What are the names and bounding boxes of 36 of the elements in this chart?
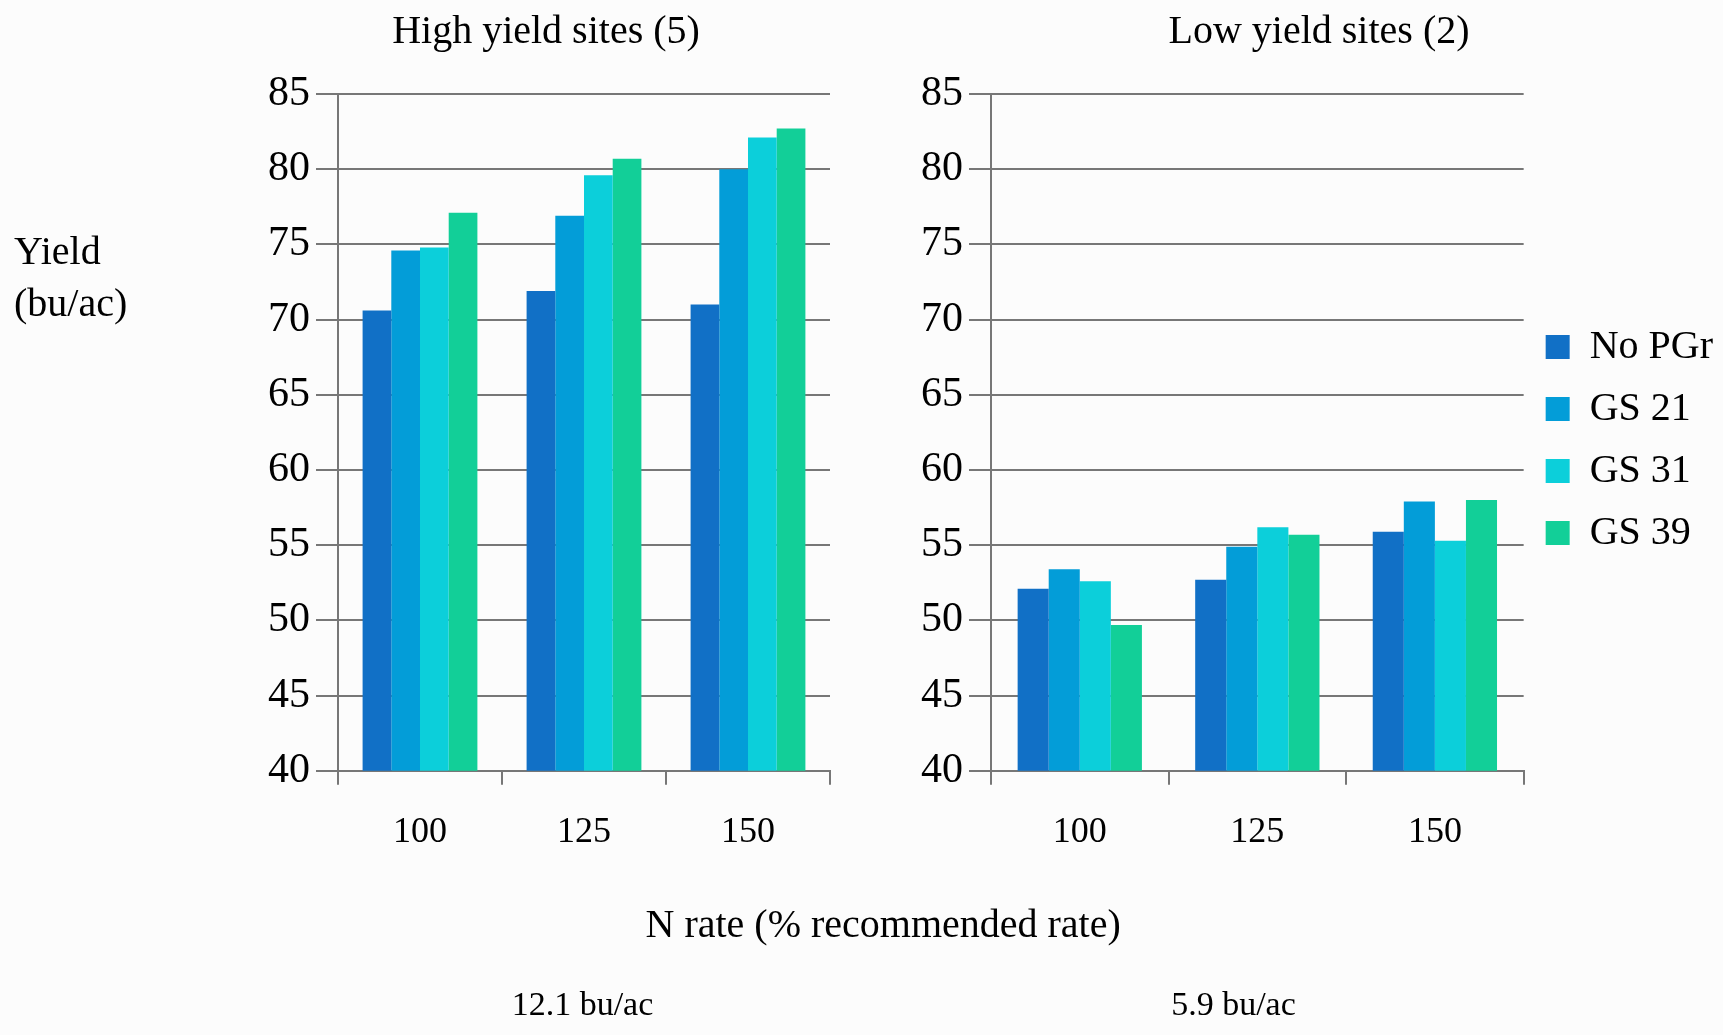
y-tick-label: 80: [268, 143, 310, 190]
y-tick-label: 65: [921, 368, 963, 415]
y-tick-label: 70: [268, 293, 310, 340]
y-tick-label: 45: [268, 669, 310, 716]
y-tick-label: 75: [268, 218, 310, 265]
x-axis-title: N rate (% recommended rate): [645, 900, 1121, 947]
text: 12.1 bu/ac: [510, 985, 655, 1023]
x-tick-label: 125: [557, 809, 611, 850]
y-tick-label: 85: [268, 68, 310, 115]
y-tick-label: 50: [268, 594, 310, 641]
x-tick-label: 150: [1407, 809, 1462, 850]
chart-title: Low yield sites (2): [1168, 6, 1470, 52]
chart-title: High yield sites (5): [392, 6, 700, 52]
y-tick-label: 75: [921, 218, 963, 265]
legend-label: No PGr: [1589, 321, 1713, 367]
x-tick-label: 150: [721, 809, 775, 850]
text: 5.9 bu/ac: [1170, 985, 1297, 1023]
y-tick-label: 55: [268, 519, 310, 566]
legend-label: GS 31: [1589, 445, 1691, 491]
y-tick-label: 70: [921, 293, 963, 340]
legend-label: GS 39: [1589, 507, 1691, 553]
y-tick-label: 65: [268, 368, 310, 415]
y-tick-label: 40: [268, 744, 310, 791]
y-tick-label: 60: [921, 444, 963, 491]
y-tick-label: 85: [921, 68, 963, 115]
legend-label: GS 21: [1589, 383, 1691, 429]
y-tick-label: 55: [921, 519, 963, 566]
y-tick-label: 50: [921, 594, 963, 641]
x-tick-label: 100: [1052, 809, 1107, 850]
y-axis-title: Yield (bu/ac): [14, 227, 129, 327]
y-tick-label: 60: [268, 444, 310, 491]
x-tick-label: 125: [1230, 809, 1285, 850]
y-tick-label: 80: [921, 143, 963, 190]
y-tick-label: 45: [921, 669, 963, 716]
y-tick-label: 40: [921, 744, 963, 791]
x-tick-label: 100: [393, 809, 447, 850]
